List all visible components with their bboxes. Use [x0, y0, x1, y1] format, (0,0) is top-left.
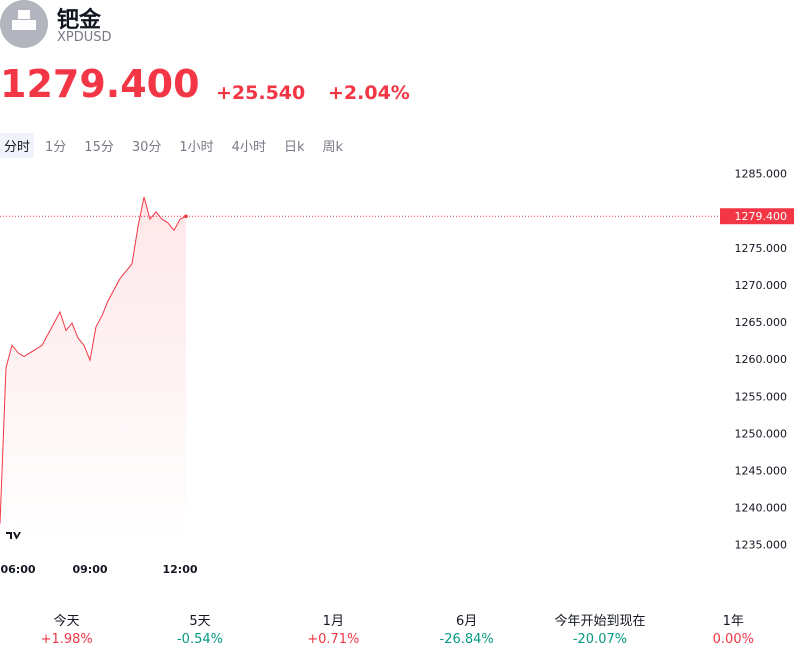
asset-name: 钯金 [57, 8, 102, 33]
period: 今天 +1.98% [0, 610, 133, 647]
x-tick-label: 06:00 [0, 563, 35, 576]
asset-symbol: XPDUSD [57, 30, 112, 45]
period-change: +1.98% [40, 632, 93, 647]
y-tick-label: 1265.000 [735, 316, 788, 329]
price-area [0, 196, 186, 545]
interval-tab[interactable]: 日k [283, 140, 305, 155]
period-label: 6月 [456, 614, 478, 629]
tv-logo [0, 522, 27, 550]
interval-tab[interactable]: 1小时 [179, 140, 214, 155]
y-tick-label: 1260.000 [735, 353, 788, 366]
chart: 1285.000 1275.000 1270.000 1265.000 1260.000… [0, 168, 794, 576]
price: 1279.400 [0, 62, 200, 106]
y-tick-label: 1255.000 [735, 390, 788, 403]
period-change: +0.71% [307, 632, 360, 647]
period: 今年开始到现在 -20.07% [533, 610, 666, 647]
period: 1年 0.00% [667, 610, 800, 647]
period-change: -20.07% [572, 632, 628, 647]
period: 5天 -0.54% [133, 610, 266, 647]
price-change-pct: +2.04% [328, 82, 410, 104]
period-change: 0.00% [712, 632, 754, 647]
tv-logo-mark [6, 532, 21, 539]
period: 1月 +0.71% [267, 610, 400, 647]
y-tick-label: 1270.000 [735, 279, 788, 292]
period-label: 5天 [189, 614, 211, 629]
asset-icon [0, 0, 48, 48]
interval-tab[interactable]: 30分 [131, 140, 162, 155]
price-line [0, 196, 187, 524]
y-tick-label: 1275.000 [735, 242, 788, 255]
price-change: +25.540 [216, 82, 306, 104]
y-tick-label: 1245.000 [735, 465, 788, 478]
interval-tabs: 分时 1分 15分 30分 1小时 4小时 日k 周k [0, 133, 350, 158]
period-change: -26.84% [439, 632, 494, 647]
interval-tab[interactable]: 15分 [84, 140, 114, 155]
x-tick-label: 09:00 [72, 563, 107, 576]
period-performance: 今天 +1.98% 5天 -0.54% 1月 +0.71% 6月 -26.84% 今年开始到现在… [0, 610, 800, 647]
y-tick-label: 1235.000 [735, 539, 788, 552]
interval-tab[interactable]: 分时 [0, 133, 35, 158]
y-tick-label: 1250.000 [735, 427, 788, 440]
period-label: 1年 [722, 614, 744, 629]
x-tick-label: 12:00 [162, 563, 197, 576]
period-label: 今天 [53, 614, 80, 629]
y-tick-label: 1240.000 [735, 502, 788, 515]
period-change: -0.54% [176, 632, 223, 647]
last-price-label: 1279.400 [735, 210, 788, 223]
period: 6月 -26.84% [400, 610, 533, 647]
interval-tab[interactable]: 周k [322, 140, 344, 155]
y-tick-label: 1285.000 [735, 168, 788, 181]
interval-tab[interactable]: 1分 [45, 140, 67, 155]
period-label: 1月 [322, 614, 344, 629]
last-price-box [720, 208, 794, 225]
period-label: 今年开始到现在 [554, 614, 646, 629]
interval-tab[interactable]: 4小时 [231, 140, 266, 155]
